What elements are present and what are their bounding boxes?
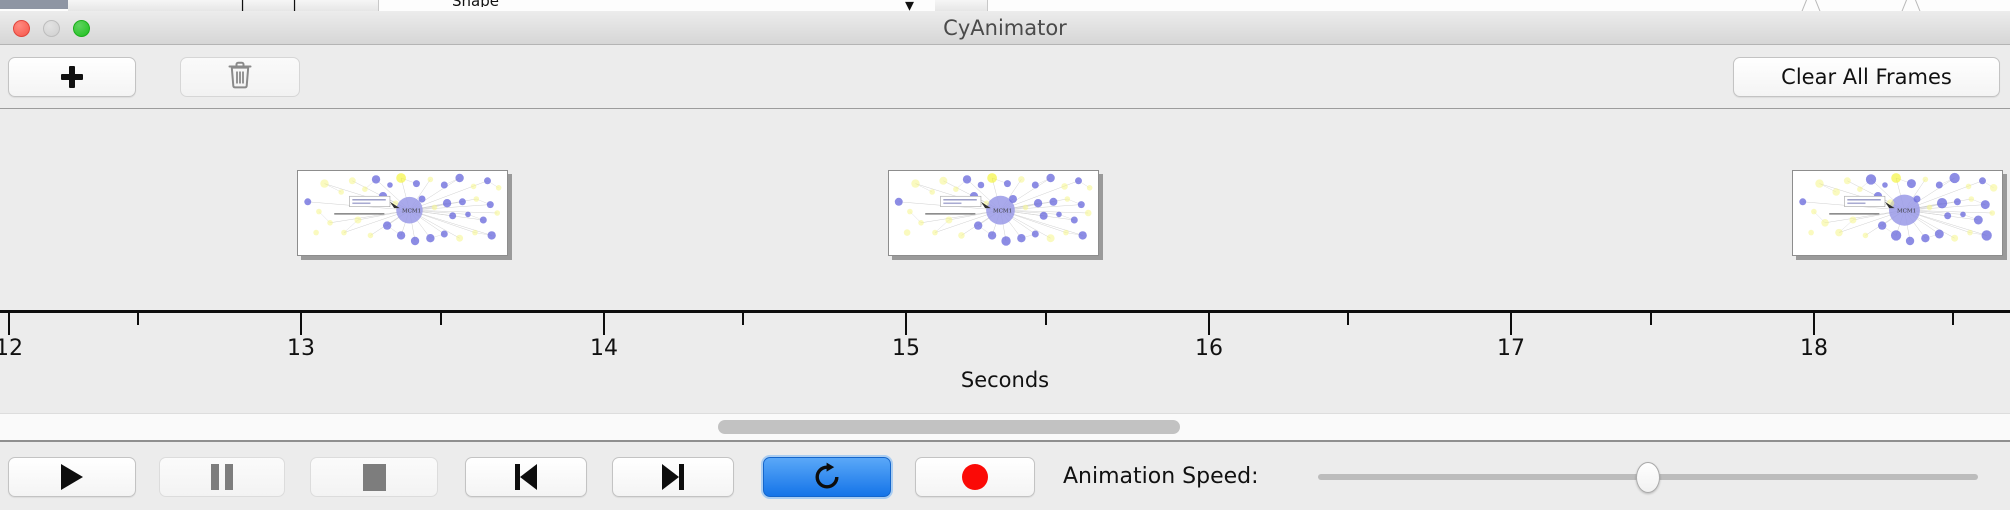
axis-tick-minor xyxy=(440,313,442,325)
timeline-frame-thumbnail[interactable]: MCM1 xyxy=(1792,170,2003,256)
axis-tick-label: 12 xyxy=(0,336,23,361)
background-app-strip: | | Shape ▾ xyxy=(0,0,2010,11)
network-graph-preview: MCM1 xyxy=(889,171,1098,255)
background-tab xyxy=(935,0,988,11)
axis-tick-minor xyxy=(1045,313,1047,325)
axis-tick-label: 15 xyxy=(892,336,920,361)
timeline-frame-thumbnail[interactable]: MCM1 xyxy=(297,170,508,256)
axis-tick-minor xyxy=(1347,313,1349,325)
skip-back-icon xyxy=(515,464,537,490)
animation-speed-slider[interactable] xyxy=(1318,457,1978,497)
axis-tick-major xyxy=(1813,313,1815,335)
stop-icon xyxy=(362,463,386,491)
clear-all-frames-button[interactable]: Clear All Frames xyxy=(1733,57,2000,97)
clear-all-frames-label: Clear All Frames xyxy=(1781,65,1952,89)
axis-tick-label: 18 xyxy=(1800,336,1828,361)
background-selection xyxy=(0,0,68,9)
maximize-button[interactable] xyxy=(73,20,90,37)
background-glyph: | xyxy=(292,0,298,11)
axis-tick-label: 14 xyxy=(590,336,618,361)
background-tab xyxy=(68,0,175,11)
stop-button[interactable] xyxy=(310,457,438,497)
timeline-panel[interactable]: MCM1 MCM1 MCM1 12 13 14 15 16 17 18 Seconds xyxy=(0,110,2010,413)
animation-speed-label: Animation Speed: xyxy=(1063,464,1259,489)
pause-icon xyxy=(211,464,233,490)
axis-tick-major xyxy=(1208,313,1210,335)
svg-text:MCM1: MCM1 xyxy=(1897,208,1916,214)
axis-tick-label: 16 xyxy=(1195,336,1223,361)
background-app-label: Shape xyxy=(452,0,499,7)
axis-line xyxy=(0,310,2010,313)
toolbar: Clear All Frames xyxy=(0,45,2010,109)
background-glyph: ▾ xyxy=(905,0,915,11)
timeline-frame-thumbnail[interactable]: MCM1 xyxy=(888,170,1099,256)
play-button[interactable] xyxy=(8,457,136,497)
svg-text:MCM1: MCM1 xyxy=(402,208,421,214)
trash-icon xyxy=(227,60,253,94)
add-frame-button[interactable] xyxy=(8,57,136,97)
timeline-scrollbar[interactable] xyxy=(0,413,2010,440)
axis-tick-major xyxy=(603,313,605,335)
background-glyph: | xyxy=(240,0,246,11)
loop-icon xyxy=(812,462,842,492)
minimize-button[interactable] xyxy=(43,20,60,37)
axis-tick-major xyxy=(300,313,302,335)
axis-tick-major xyxy=(905,313,907,335)
svg-text:MCM1: MCM1 xyxy=(993,208,1012,214)
timeline-scrollbar-thumb[interactable] xyxy=(718,420,1180,434)
pause-button[interactable] xyxy=(159,457,285,497)
frames-layer: MCM1 MCM1 MCM1 xyxy=(0,110,2010,310)
record-button[interactable] xyxy=(915,457,1035,497)
background-chevron-icon xyxy=(1900,0,1926,11)
network-graph-preview: MCM1 xyxy=(1793,171,2002,255)
delete-frame-button[interactable] xyxy=(180,57,300,97)
axis-title: Seconds xyxy=(960,368,1050,392)
axis-tick-minor xyxy=(1650,313,1652,325)
timeline-axis: 12 13 14 15 16 17 18 Seconds xyxy=(0,310,2010,413)
axis-tick-major xyxy=(1510,313,1512,335)
axis-tick-major xyxy=(8,313,10,335)
slider-thumb[interactable] xyxy=(1636,462,1660,493)
background-chevron-icon xyxy=(1800,0,1826,11)
record-icon xyxy=(962,464,988,490)
playback-control-bar: Animation Speed: xyxy=(0,440,2010,510)
network-graph-preview: MCM1 xyxy=(298,171,507,255)
close-button[interactable] xyxy=(13,20,30,37)
skip-forward-icon xyxy=(662,464,684,490)
plus-icon xyxy=(61,66,83,88)
axis-tick-minor xyxy=(742,313,744,325)
background-tab xyxy=(296,0,379,11)
axis-tick-minor xyxy=(137,313,139,325)
axis-tick-label: 13 xyxy=(287,336,315,361)
loop-button[interactable] xyxy=(763,457,891,497)
axis-tick-minor xyxy=(1952,313,1954,325)
axis-tick-label: 17 xyxy=(1497,336,1525,361)
background-tab xyxy=(174,0,235,11)
title-bar: CyAnimator xyxy=(0,11,2010,45)
window-title: CyAnimator xyxy=(943,16,1067,40)
previous-frame-button[interactable] xyxy=(465,457,587,497)
next-frame-button[interactable] xyxy=(612,457,734,497)
play-icon xyxy=(61,464,83,490)
